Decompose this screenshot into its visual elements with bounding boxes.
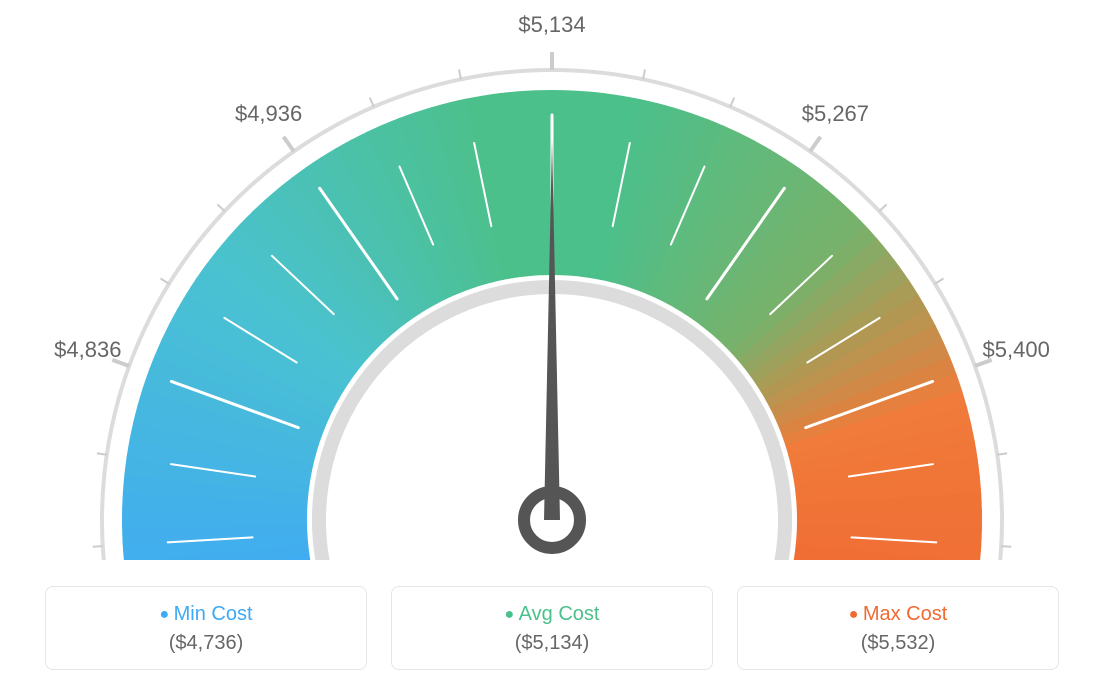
outer-major-tick xyxy=(284,137,294,152)
legend-min-cost: Min Cost ($4,736) xyxy=(45,586,367,670)
legend-max-label: Max Cost xyxy=(738,603,1058,626)
tick-label: $4,936 xyxy=(235,101,302,126)
legend-min-value: ($4,736) xyxy=(46,632,366,655)
legend-min-label: Min Cost xyxy=(46,603,366,626)
tick-label: $4,836 xyxy=(54,337,121,362)
legend-avg-label: Avg Cost xyxy=(392,603,712,626)
legend-avg-value: ($5,134) xyxy=(392,632,712,655)
tick-label: $5,267 xyxy=(802,101,869,126)
legend-max-cost: Max Cost ($5,532) xyxy=(737,586,1059,670)
outer-minor-tick xyxy=(935,278,944,283)
outer-major-tick xyxy=(810,137,820,152)
outer-minor-tick xyxy=(217,204,224,211)
outer-minor-tick xyxy=(1001,546,1011,547)
gauge-area: $4,736$4,836$4,936$5,134$5,267$5,400$5,5… xyxy=(0,0,1104,560)
tick-label: $5,400 xyxy=(983,337,1050,362)
outer-minor-tick xyxy=(370,98,374,107)
outer-minor-tick xyxy=(879,204,886,211)
legend-avg-cost: Avg Cost ($5,134) xyxy=(391,586,713,670)
outer-minor-tick xyxy=(93,546,103,547)
gauge-svg: $4,736$4,836$4,936$5,134$5,267$5,400$5,5… xyxy=(0,0,1104,560)
legend-max-value: ($5,532) xyxy=(738,632,1058,655)
legend-row: Min Cost ($4,736) Avg Cost ($5,134) Max … xyxy=(0,586,1104,670)
outer-minor-tick xyxy=(730,98,734,107)
tick-label: $5,134 xyxy=(518,12,585,37)
outer-minor-tick xyxy=(160,278,169,283)
cost-gauge-chart: $4,736$4,836$4,936$5,134$5,267$5,400$5,5… xyxy=(0,0,1104,690)
